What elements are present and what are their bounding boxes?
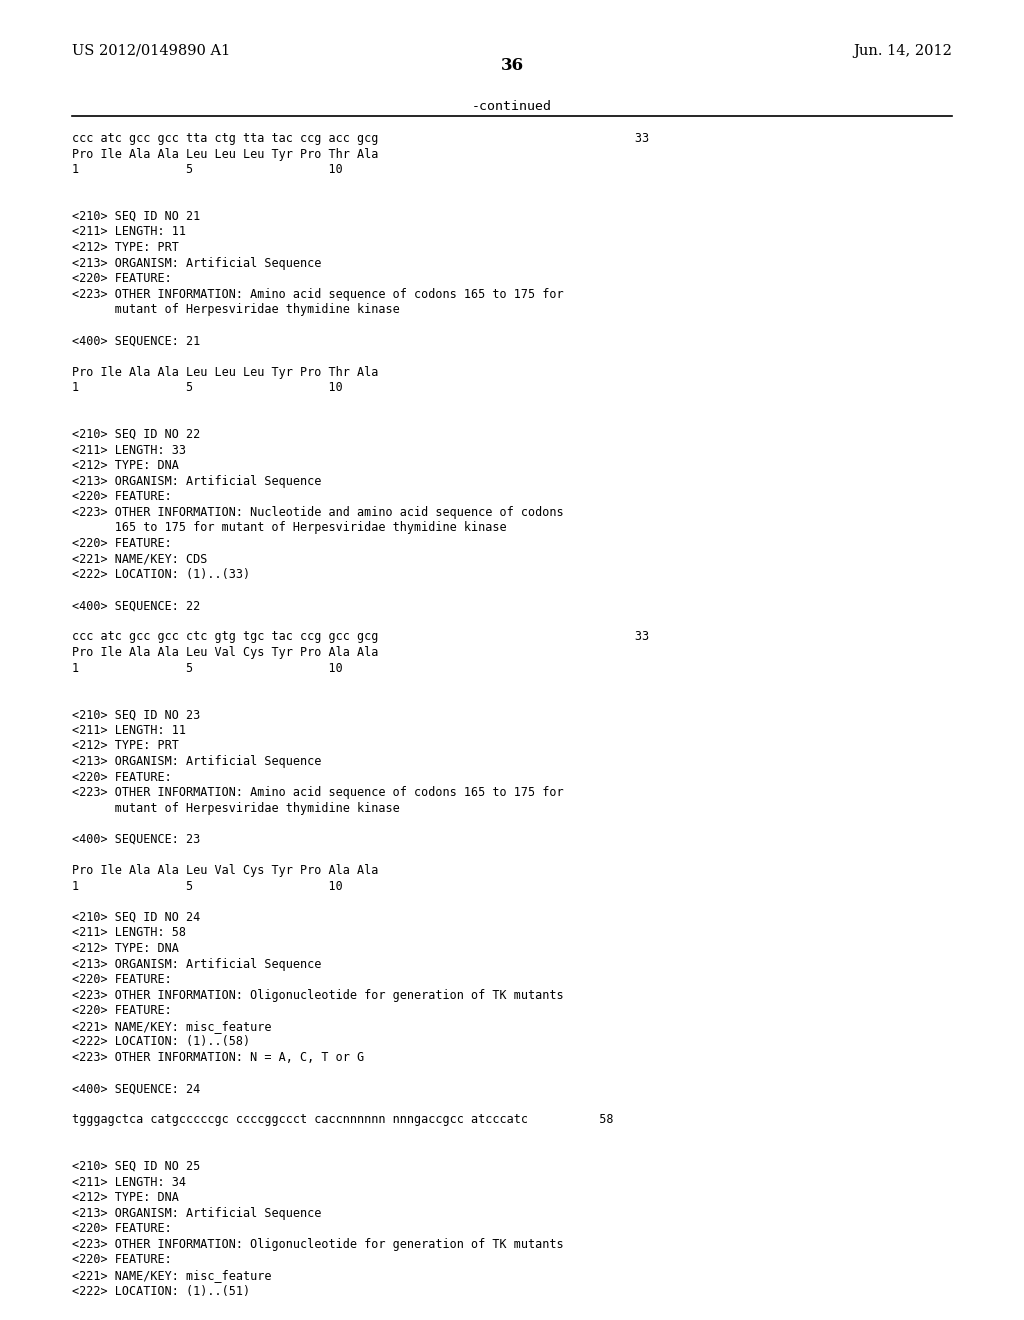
Text: tgggagctca catgcccccgc ccccggccct caccnnnnnn nnngaccgcc atcccatc          58: tgggagctca catgcccccgc ccccggccct caccnn…: [72, 1113, 613, 1126]
Text: <222> LOCATION: (1)..(58): <222> LOCATION: (1)..(58): [72, 1035, 250, 1048]
Text: ccc atc gcc gcc ctc gtg tgc tac ccg gcc gcg                                    3: ccc atc gcc gcc ctc gtg tgc tac ccg gcc …: [72, 631, 649, 643]
Text: <221> NAME/KEY: misc_feature: <221> NAME/KEY: misc_feature: [72, 1020, 271, 1032]
Text: <212> TYPE: DNA: <212> TYPE: DNA: [72, 942, 178, 954]
Text: <400> SEQUENCE: 21: <400> SEQUENCE: 21: [72, 334, 200, 347]
Text: <220> FEATURE:: <220> FEATURE:: [72, 272, 171, 285]
Text: Pro Ile Ala Ala Leu Leu Leu Tyr Pro Thr Ala: Pro Ile Ala Ala Leu Leu Leu Tyr Pro Thr …: [72, 148, 378, 161]
Text: ccc atc gcc gcc tta ctg tta tac ccg acc gcg                                    3: ccc atc gcc gcc tta ctg tta tac ccg acc …: [72, 132, 649, 145]
Text: <210> SEQ ID NO 25: <210> SEQ ID NO 25: [72, 1160, 200, 1173]
Text: <213> ORGANISM: Artificial Sequence: <213> ORGANISM: Artificial Sequence: [72, 1206, 322, 1220]
Text: <223> OTHER INFORMATION: Oligonucleotide for generation of TK mutants: <223> OTHER INFORMATION: Oligonucleotide…: [72, 989, 563, 1002]
Text: <223> OTHER INFORMATION: Amino acid sequence of codons 165 to 175 for: <223> OTHER INFORMATION: Amino acid sequ…: [72, 288, 563, 301]
Text: <220> FEATURE:: <220> FEATURE:: [72, 1222, 171, 1236]
Text: <213> ORGANISM: Artificial Sequence: <213> ORGANISM: Artificial Sequence: [72, 475, 322, 487]
Text: <400> SEQUENCE: 22: <400> SEQUENCE: 22: [72, 599, 200, 612]
Text: Pro Ile Ala Ala Leu Val Cys Tyr Pro Ala Ala: Pro Ile Ala Ala Leu Val Cys Tyr Pro Ala …: [72, 645, 378, 659]
Text: <220> FEATURE:: <220> FEATURE:: [72, 771, 171, 784]
Text: -continued: -continued: [472, 100, 552, 114]
Text: <222> LOCATION: (1)..(33): <222> LOCATION: (1)..(33): [72, 568, 250, 581]
Text: 1               5                   10: 1 5 10: [72, 879, 342, 892]
Text: US 2012/0149890 A1: US 2012/0149890 A1: [72, 44, 230, 58]
Text: <220> FEATURE:: <220> FEATURE:: [72, 537, 171, 550]
Text: <212> TYPE: DNA: <212> TYPE: DNA: [72, 459, 178, 473]
Text: <212> TYPE: DNA: <212> TYPE: DNA: [72, 1191, 178, 1204]
Text: mutant of Herpesviridae thymidine kinase: mutant of Herpesviridae thymidine kinase: [72, 801, 399, 814]
Text: mutant of Herpesviridae thymidine kinase: mutant of Herpesviridae thymidine kinase: [72, 304, 399, 317]
Text: 36: 36: [501, 57, 523, 74]
Text: <212> TYPE: PRT: <212> TYPE: PRT: [72, 739, 178, 752]
Text: <223> OTHER INFORMATION: N = A, C, T or G: <223> OTHER INFORMATION: N = A, C, T or …: [72, 1051, 364, 1064]
Text: <211> LENGTH: 11: <211> LENGTH: 11: [72, 226, 185, 239]
Text: <400> SEQUENCE: 24: <400> SEQUENCE: 24: [72, 1082, 200, 1096]
Text: <211> LENGTH: 33: <211> LENGTH: 33: [72, 444, 185, 457]
Text: <223> OTHER INFORMATION: Amino acid sequence of codons 165 to 175 for: <223> OTHER INFORMATION: Amino acid sequ…: [72, 787, 563, 799]
Text: 165 to 175 for mutant of Herpesviridae thymidine kinase: 165 to 175 for mutant of Herpesviridae t…: [72, 521, 506, 535]
Text: <220> FEATURE:: <220> FEATURE:: [72, 1254, 171, 1266]
Text: <213> ORGANISM: Artificial Sequence: <213> ORGANISM: Artificial Sequence: [72, 755, 322, 768]
Text: <213> ORGANISM: Artificial Sequence: <213> ORGANISM: Artificial Sequence: [72, 957, 322, 970]
Text: <210> SEQ ID NO 21: <210> SEQ ID NO 21: [72, 210, 200, 223]
Text: <211> LENGTH: 58: <211> LENGTH: 58: [72, 927, 185, 940]
Text: <223> OTHER INFORMATION: Oligonucleotide for generation of TK mutants: <223> OTHER INFORMATION: Oligonucleotide…: [72, 1238, 563, 1251]
Text: 1               5                   10: 1 5 10: [72, 164, 342, 176]
Text: 1               5                   10: 1 5 10: [72, 661, 342, 675]
Text: <212> TYPE: PRT: <212> TYPE: PRT: [72, 242, 178, 253]
Text: <220> FEATURE:: <220> FEATURE:: [72, 490, 171, 503]
Text: <210> SEQ ID NO 23: <210> SEQ ID NO 23: [72, 709, 200, 721]
Text: <210> SEQ ID NO 24: <210> SEQ ID NO 24: [72, 911, 200, 924]
Text: <213> ORGANISM: Artificial Sequence: <213> ORGANISM: Artificial Sequence: [72, 256, 322, 269]
Text: <223> OTHER INFORMATION: Nucleotide and amino acid sequence of codons: <223> OTHER INFORMATION: Nucleotide and …: [72, 506, 563, 519]
Text: Pro Ile Ala Ala Leu Leu Leu Tyr Pro Thr Ala: Pro Ile Ala Ala Leu Leu Leu Tyr Pro Thr …: [72, 366, 378, 379]
Text: <220> FEATURE:: <220> FEATURE:: [72, 1005, 171, 1018]
Text: 1               5                   10: 1 5 10: [72, 381, 342, 395]
Text: Pro Ile Ala Ala Leu Val Cys Tyr Pro Ala Ala: Pro Ile Ala Ala Leu Val Cys Tyr Pro Ala …: [72, 865, 378, 876]
Text: <220> FEATURE:: <220> FEATURE:: [72, 973, 171, 986]
Text: <211> LENGTH: 11: <211> LENGTH: 11: [72, 723, 185, 737]
Text: <211> LENGTH: 34: <211> LENGTH: 34: [72, 1176, 185, 1188]
Text: <222> LOCATION: (1)..(51): <222> LOCATION: (1)..(51): [72, 1284, 250, 1298]
Text: <210> SEQ ID NO 22: <210> SEQ ID NO 22: [72, 428, 200, 441]
Text: <400> SEQUENCE: 23: <400> SEQUENCE: 23: [72, 833, 200, 846]
Text: Jun. 14, 2012: Jun. 14, 2012: [853, 44, 952, 58]
Text: <221> NAME/KEY: misc_feature: <221> NAME/KEY: misc_feature: [72, 1269, 271, 1282]
Text: <221> NAME/KEY: CDS: <221> NAME/KEY: CDS: [72, 553, 207, 565]
